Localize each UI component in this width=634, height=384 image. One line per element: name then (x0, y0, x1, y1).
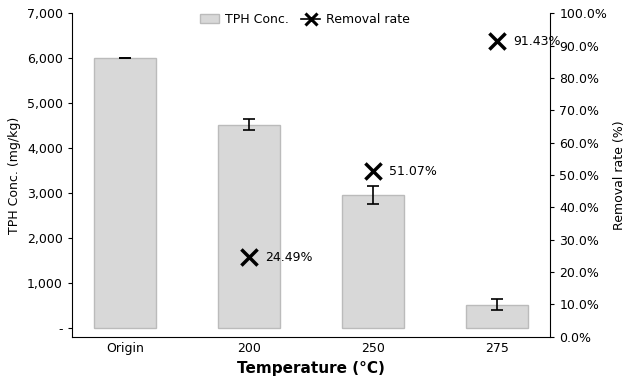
Bar (467, 305, 529, 328)
Text: 24.49%: 24.49% (265, 251, 313, 264)
Point (493, 38, 503, 44)
Bar (342, 195, 404, 328)
Text: 91.43%: 91.43% (514, 35, 561, 48)
Y-axis label: Removal rate (%): Removal rate (%) (612, 120, 626, 230)
Point (368, 169, 378, 175)
Bar (94, 58, 156, 328)
Point (244, 254, 254, 260)
Y-axis label: TPH Conc. (mg/kg): TPH Conc. (mg/kg) (8, 116, 22, 233)
Bar (218, 125, 280, 328)
Legend: TPH Conc., Removal rate: TPH Conc., Removal rate (200, 13, 410, 26)
Text: 51.07%: 51.07% (389, 165, 437, 178)
X-axis label: Temperature (°C): Temperature (°C) (237, 361, 385, 376)
